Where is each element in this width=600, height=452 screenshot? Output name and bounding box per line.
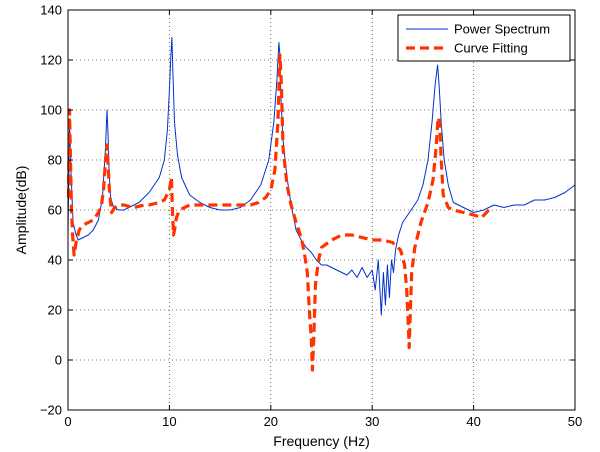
y-tick-label: 140 xyxy=(40,3,62,18)
y-tick-label: 0 xyxy=(55,353,62,368)
y-tick-label: 100 xyxy=(40,103,62,118)
y-tick-label: 40 xyxy=(48,253,62,268)
series-line-power-spectrum xyxy=(67,37,576,316)
legend-entry-label: Curve Fitting xyxy=(454,41,528,56)
legend-box xyxy=(397,14,571,62)
y-tick-label: 120 xyxy=(40,53,62,68)
x-tick-label: 30 xyxy=(365,414,379,429)
x-tick-label: 20 xyxy=(264,414,278,429)
y-tick-label: 20 xyxy=(48,303,62,318)
y-tick-label: 80 xyxy=(48,153,62,168)
y-tick-label: 60 xyxy=(48,203,62,218)
legend-entry-label: Power Spectrum xyxy=(454,22,550,37)
series-line-curve-fitting xyxy=(66,53,490,372)
x-tick-label: 40 xyxy=(466,414,480,429)
grid xyxy=(68,10,575,410)
legend: Power Spectrum Curve Fitting xyxy=(397,14,571,62)
x-tick-label: 50 xyxy=(568,414,582,429)
x-axis-label: Frequency (Hz) xyxy=(273,433,369,449)
plot-area xyxy=(66,37,576,372)
y-tick-label: −20 xyxy=(40,403,62,418)
x-tick-label: 10 xyxy=(162,414,176,429)
x-tick-label: 0 xyxy=(64,414,71,429)
y-axis-label: Amplitude(dB) xyxy=(13,166,29,255)
